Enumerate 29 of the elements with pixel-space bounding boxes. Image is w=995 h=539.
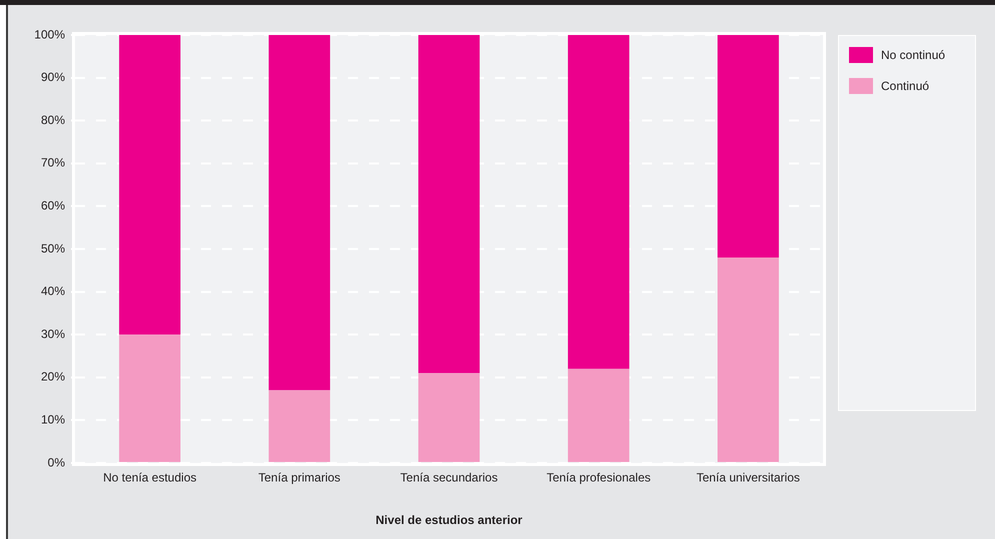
- x-tick-label: No tenía estudios: [103, 470, 197, 485]
- y-tick-label: 60%: [40, 198, 66, 213]
- y-tick-label: 20%: [40, 370, 66, 384]
- y-tick-label: 50%: [40, 241, 66, 256]
- legend-label: No continuó: [881, 48, 946, 62]
- x-tick-label: Tenía primarios: [258, 470, 340, 485]
- x-axis-title: Nivel de estudios anterior: [376, 513, 523, 528]
- y-tick-label: 90%: [40, 70, 66, 84]
- bar: [568, 35, 630, 369]
- legend-label: Continuó: [881, 78, 930, 92]
- y-tick-label: 0%: [48, 455, 66, 470]
- bar: [718, 258, 779, 462]
- bar: [418, 373, 480, 462]
- y-tick-label: 40%: [40, 284, 66, 298]
- bar: [718, 35, 779, 258]
- bar: [418, 35, 480, 374]
- y-tick-label: 70%: [40, 156, 66, 170]
- x-tick-label: Tenía secundarios: [400, 470, 498, 485]
- bar: [568, 368, 630, 462]
- bar: [268, 35, 330, 390]
- y-tick-label: 30%: [40, 326, 66, 341]
- bar: [268, 390, 330, 462]
- y-tick-label: 10%: [40, 412, 66, 427]
- bar: [119, 35, 180, 335]
- x-tick-label: Tenía universitarios: [696, 470, 800, 485]
- y-tick-label: 100%: [34, 27, 66, 42]
- bar: [119, 334, 180, 462]
- x-tick-label: Tenía profesionales: [546, 470, 651, 485]
- y-tick-label: 80%: [40, 112, 66, 127]
